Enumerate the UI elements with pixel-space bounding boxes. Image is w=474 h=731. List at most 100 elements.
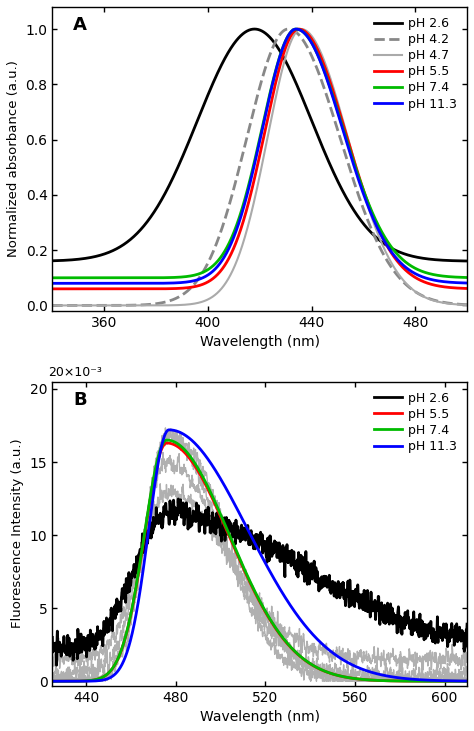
pH 7.4 xyxy=(240,562,246,571)
pH 5.5 xyxy=(376,676,382,685)
pH 11.3 xyxy=(452,677,458,686)
pH 5.5 xyxy=(209,276,214,284)
pH 7.4 xyxy=(376,676,382,685)
pH 7.4 xyxy=(71,677,76,686)
pH 11.3 xyxy=(293,25,299,34)
pH 4.7 xyxy=(209,293,214,302)
pH 2.6 xyxy=(453,629,458,637)
pH 2.6 xyxy=(252,25,257,34)
Line: pH 7.4: pH 7.4 xyxy=(52,29,467,278)
pH 2.6 xyxy=(464,257,470,265)
pH 4.2 xyxy=(121,301,127,310)
pH 11.3 xyxy=(49,279,55,288)
pH 11.3 xyxy=(209,268,214,277)
Line: pH 5.5: pH 5.5 xyxy=(52,29,467,289)
pH 5.5 xyxy=(251,587,257,596)
Text: A: A xyxy=(73,16,87,34)
Line: pH 2.6: pH 2.6 xyxy=(52,499,467,665)
pH 2.6 xyxy=(49,257,55,265)
pH 5.5 xyxy=(164,439,170,447)
pH 7.4 xyxy=(464,273,470,282)
pH 4.7 xyxy=(49,301,55,310)
pH 2.6 xyxy=(175,495,181,504)
pH 2.6 xyxy=(71,645,77,654)
pH 5.5 xyxy=(452,677,458,686)
pH 2.6 xyxy=(376,613,382,621)
pH 2.6 xyxy=(252,533,257,542)
Line: pH 2.6: pH 2.6 xyxy=(52,29,467,261)
pH 4.2 xyxy=(209,251,214,260)
pH 4.2 xyxy=(411,287,417,295)
pH 4.2 xyxy=(464,300,470,309)
pH 11.3 xyxy=(376,670,382,678)
pH 2.6 xyxy=(209,83,214,91)
pH 11.3 xyxy=(97,279,102,288)
pH 4.7 xyxy=(298,25,304,34)
pH 2.6 xyxy=(227,46,232,55)
pH 7.4 xyxy=(121,273,127,282)
pH 4.7 xyxy=(464,300,470,309)
pH 5.5 xyxy=(296,25,301,34)
pH 11.3 xyxy=(166,425,172,434)
pH 7.4 xyxy=(452,677,458,686)
pH 11.3 xyxy=(452,677,458,686)
pH 5.5 xyxy=(97,284,102,293)
pH 7.4 xyxy=(227,238,232,247)
pH 5.5 xyxy=(411,273,417,281)
X-axis label: Wavelength (nm): Wavelength (nm) xyxy=(200,710,319,724)
pH 5.5 xyxy=(227,253,232,262)
Line: pH 4.2: pH 4.2 xyxy=(52,29,467,306)
pH 7.4 xyxy=(464,677,470,686)
pH 2.6 xyxy=(456,257,462,265)
pH 7.4 xyxy=(49,677,55,686)
pH 5.5 xyxy=(71,677,76,686)
pH 7.4 xyxy=(251,586,257,594)
X-axis label: Wavelength (nm): Wavelength (nm) xyxy=(200,336,319,349)
pH 2.6 xyxy=(411,252,417,261)
pH 5.5 xyxy=(452,677,458,686)
Line: pH 11.3: pH 11.3 xyxy=(52,430,467,681)
pH 4.2 xyxy=(456,300,462,308)
pH 4.7 xyxy=(97,301,102,310)
Line: pH 5.5: pH 5.5 xyxy=(52,443,467,681)
pH 5.5 xyxy=(49,284,55,293)
pH 7.4 xyxy=(452,677,458,686)
pH 11.3 xyxy=(71,677,76,686)
pH 11.3 xyxy=(240,516,246,525)
pH 2.6 xyxy=(452,621,458,630)
pH 4.2 xyxy=(227,200,232,209)
pH 7.4 xyxy=(456,273,462,281)
pH 2.6 xyxy=(241,525,246,534)
pH 11.3 xyxy=(456,279,462,287)
pH 4.7 xyxy=(227,273,232,281)
pH 11.3 xyxy=(49,677,55,686)
pH 7.4 xyxy=(97,273,102,282)
pH 5.5 xyxy=(456,284,462,292)
Text: 20×10⁻³: 20×10⁻³ xyxy=(48,366,102,379)
pH 7.4 xyxy=(411,263,417,272)
pH 4.7 xyxy=(411,287,417,295)
pH 4.2 xyxy=(285,25,291,34)
Legend: pH 2.6, pH 5.5, pH 7.4, pH 11.3: pH 2.6, pH 5.5, pH 7.4, pH 11.3 xyxy=(371,388,461,457)
pH 11.3 xyxy=(464,279,470,287)
pH 11.3 xyxy=(227,243,232,251)
Line: pH 11.3: pH 11.3 xyxy=(52,29,467,284)
pH 2.6 xyxy=(464,620,470,629)
Text: B: B xyxy=(73,391,87,409)
Line: pH 4.7: pH 4.7 xyxy=(52,29,467,306)
Y-axis label: Fluorescence Intensity (a.u.): Fluorescence Intensity (a.u.) xyxy=(11,439,24,629)
pH 5.5 xyxy=(49,677,55,686)
pH 4.7 xyxy=(456,300,462,309)
pH 11.3 xyxy=(121,279,127,288)
pH 5.5 xyxy=(240,564,246,572)
pH 2.6 xyxy=(97,251,102,260)
Y-axis label: Normalized absorbance (a.u.): Normalized absorbance (a.u.) xyxy=(7,61,20,257)
pH 7.4 xyxy=(164,436,170,444)
pH 5.5 xyxy=(464,284,470,293)
pH 4.7 xyxy=(121,301,127,310)
Legend: pH 2.6, pH 4.2, pH 4.7, pH 5.5, pH 7.4, pH 11.3: pH 2.6, pH 4.2, pH 4.7, pH 5.5, pH 7.4, … xyxy=(371,13,461,114)
pH 11.3 xyxy=(411,269,417,278)
pH 7.4 xyxy=(49,273,55,282)
pH 2.6 xyxy=(49,633,55,642)
pH 2.6 xyxy=(54,661,59,670)
